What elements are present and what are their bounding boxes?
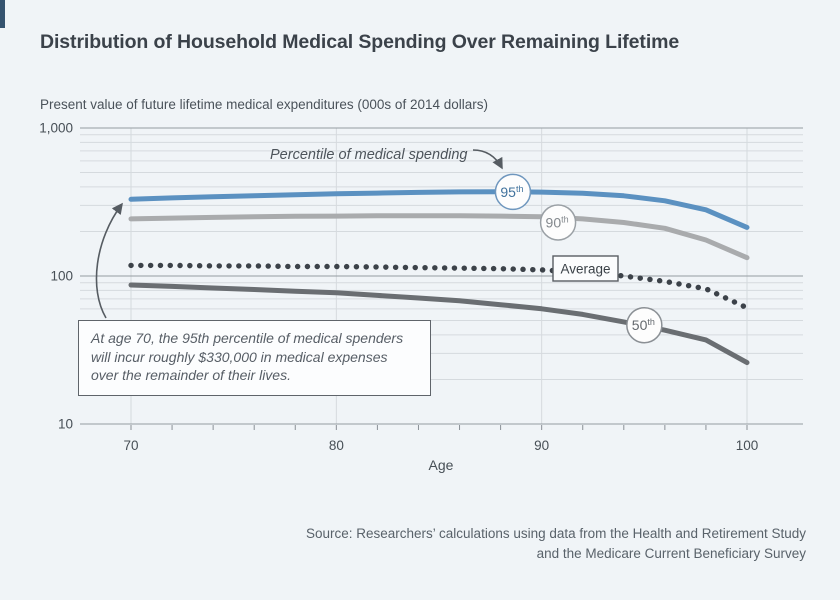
- y-tick-label: 100: [50, 269, 73, 284]
- annotation-box: At age 70, the 95th percentile of medica…: [78, 320, 431, 396]
- callout-arrow: [472, 149, 503, 170]
- badge-90th-circle: [539, 204, 577, 241]
- badge-90th-label: 90th: [546, 214, 569, 230]
- annotation-line: At age 70, the 95th percentile of medica…: [91, 330, 404, 346]
- x-axis-title: Age: [429, 457, 454, 473]
- y-axis-labels: 1,000 100 10: [39, 121, 73, 432]
- average-label-box: Average: [552, 255, 619, 282]
- badge-50th-label: 50th: [632, 317, 655, 333]
- page-title: Distribution of Household Medical Spendi…: [40, 31, 680, 53]
- y-axis-unit-label: Present value of future lifetime medical…: [40, 97, 488, 112]
- annotation-arrow: [95, 202, 123, 319]
- x-axis-labels: 70 80 90 100: [123, 438, 758, 453]
- x-tick-label: 70: [123, 438, 138, 453]
- badge-95th-label: 95th: [500, 184, 523, 200]
- y-tick-label: 10: [58, 417, 73, 432]
- x-tick-label: 80: [329, 438, 344, 453]
- average-box-frame: [552, 255, 619, 282]
- badge-50th-circle: [626, 306, 663, 344]
- percentile-callout-label: Percentile of medical spending: [270, 147, 467, 163]
- annotation-line: will incur roughly $330,000 in medical e…: [91, 348, 388, 365]
- source-line: and the Medicare Current Beneficiary Sur…: [536, 546, 806, 561]
- corner-accent-bar: [0, 0, 5, 28]
- badge-95th-circle: [494, 173, 532, 211]
- source-credit: Source: Researchers’ calculations using …: [306, 524, 806, 564]
- x-axis-ticks: [130, 425, 748, 430]
- average-box-label: Average: [560, 262, 610, 277]
- annotation-line: over the remainder of their lives.: [91, 367, 291, 383]
- series-95th-line: [128, 189, 750, 230]
- x-tick-label: 90: [534, 438, 549, 453]
- source-line: Source: Researchers’ calculations using …: [305, 526, 806, 541]
- x-tick-label: 100: [736, 438, 759, 453]
- series-90th-line: [128, 213, 750, 261]
- y-tick-label: 1,000: [39, 121, 73, 136]
- series-badges: 95th 90th 50th: [494, 173, 663, 344]
